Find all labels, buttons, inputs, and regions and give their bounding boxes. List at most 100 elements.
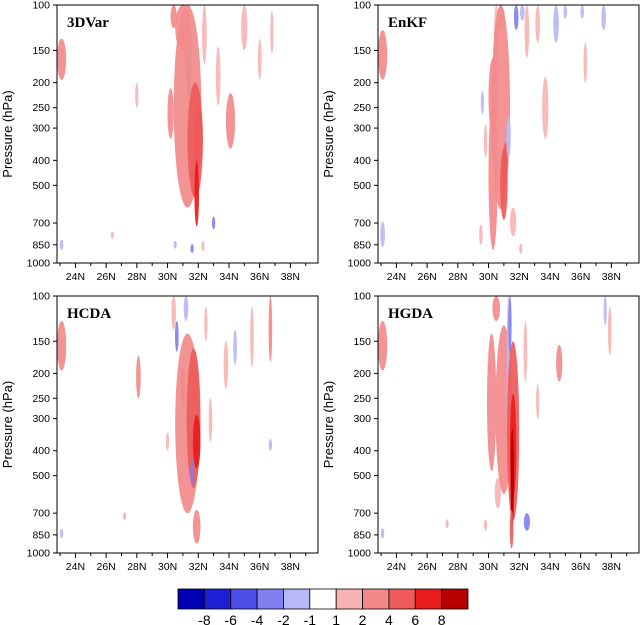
- x-tick-label: 32N: [189, 561, 208, 573]
- y-tick-label: 100: [353, 0, 371, 12]
- negative-contour: [212, 216, 216, 230]
- colorbar-box: [230, 588, 258, 610]
- x-tick-label: 24N: [66, 271, 85, 283]
- colorbar-label: 2: [359, 612, 367, 625]
- negative-contour: [381, 528, 385, 539]
- colorbar-label: 6: [411, 612, 419, 625]
- x-tick-label: 24N: [387, 271, 406, 283]
- y-tick-label: 150: [32, 45, 50, 57]
- y-tick-label: 1000: [348, 258, 372, 270]
- positive-contour: [123, 512, 127, 521]
- positive-contour: [503, 142, 508, 186]
- x-tick-label: 30N: [479, 561, 498, 573]
- negative-contour: [233, 329, 237, 365]
- colorbar-label: -2: [277, 612, 290, 625]
- negative-contour: [190, 244, 194, 254]
- colorbar-label: -8: [198, 612, 211, 625]
- negative-contour: [580, 5, 584, 19]
- positive-contour: [194, 160, 199, 227]
- panel-frame: [377, 295, 640, 554]
- negative-contour: [563, 5, 568, 19]
- y-tick-label: 200: [32, 368, 50, 380]
- positive-contour: [204, 306, 208, 342]
- colorbar-box: [335, 588, 363, 610]
- panel-frame: [56, 4, 319, 264]
- panel-title: HCDA: [67, 306, 111, 322]
- y-tick-label: 400: [32, 445, 50, 457]
- positive-contour: [135, 82, 139, 108]
- negative-contour: [183, 296, 189, 321]
- panel-hcda: HCDA 100 150 200 250 300 400 500 700 850 1000 24N 26…: [0, 291, 319, 573]
- contour-fill: [57, 296, 273, 544]
- y-tick-label: 150: [32, 336, 50, 348]
- negative-contour: [508, 296, 512, 356]
- positive-contour: [223, 341, 229, 389]
- positive-contour: [57, 320, 67, 371]
- positive-contour: [483, 124, 488, 158]
- y-tick-label: 100: [32, 0, 50, 12]
- positive-contour: [542, 76, 549, 139]
- positive-contour: [201, 240, 205, 252]
- positive-contour: [192, 414, 201, 469]
- y-tick-label: 250: [32, 102, 50, 114]
- positive-contour: [57, 38, 67, 80]
- positive-contour: [250, 306, 254, 368]
- panel-title: 3DVar: [67, 15, 109, 31]
- positive-contour: [241, 5, 248, 51]
- negative-contour: [173, 240, 177, 249]
- positive-contour: [445, 519, 449, 529]
- colorbar-box: [388, 588, 416, 610]
- y-tick-label: 200: [32, 77, 50, 89]
- x-tick-label: 34N: [219, 561, 238, 573]
- positive-contour: [523, 320, 528, 382]
- x-tick-label: 28N: [448, 561, 467, 573]
- y-tick-label: 1000: [27, 548, 51, 560]
- positive-contour: [268, 296, 273, 362]
- positive-contour: [494, 477, 501, 509]
- positive-contour: [110, 231, 114, 239]
- negative-contour: [190, 458, 194, 487]
- y-axis-label: Pressure (hPa): [321, 381, 336, 468]
- x-tick-label: 32N: [189, 271, 208, 283]
- colorbar-label: -4: [251, 612, 264, 625]
- y-tick-label: 850: [353, 529, 371, 541]
- negative-contour: [380, 221, 385, 248]
- negative-contour: [523, 513, 531, 531]
- colorbar-box: [441, 588, 469, 610]
- x-tick-label: 28N: [127, 561, 146, 573]
- y-tick-label: 700: [353, 508, 371, 520]
- y-tick-label: 100: [353, 291, 371, 303]
- colorbar-box: [256, 588, 284, 610]
- colorbar-box: [203, 588, 232, 610]
- contour-fill: [378, 296, 612, 549]
- contour-fill: [57, 5, 274, 254]
- colorbar-label: -6: [224, 612, 237, 625]
- y-tick-label: 250: [353, 393, 371, 405]
- positive-contour: [524, 5, 530, 58]
- positive-contour: [193, 107, 203, 169]
- positive-contour: [170, 5, 177, 29]
- y-tick-label: 300: [32, 123, 50, 135]
- y-tick-label: 250: [32, 393, 50, 405]
- negative-contour: [59, 239, 64, 250]
- y-axis-label: Pressure (hPa): [0, 90, 15, 177]
- negative-contour: [601, 5, 606, 30]
- positive-contour: [509, 510, 514, 549]
- positive-contour: [492, 296, 501, 321]
- x-tick-label: 36N: [250, 271, 269, 283]
- positive-contour: [215, 46, 221, 106]
- contour-fill: [378, 5, 606, 254]
- positive-contour: [535, 5, 540, 43]
- y-tick-label: 200: [353, 368, 371, 380]
- x-tick-label: 38N: [281, 561, 300, 573]
- x-tick-label: 24N: [66, 561, 85, 573]
- y-tick-label: 200: [353, 77, 371, 89]
- x-tick-label: 34N: [540, 271, 559, 283]
- positive-contour: [510, 429, 515, 527]
- positive-contour: [165, 432, 170, 451]
- negative-contour: [520, 5, 525, 21]
- x-tick-label: 26N: [96, 271, 115, 283]
- colorbar-label: -1: [304, 612, 317, 625]
- y-tick-label: 500: [353, 470, 371, 482]
